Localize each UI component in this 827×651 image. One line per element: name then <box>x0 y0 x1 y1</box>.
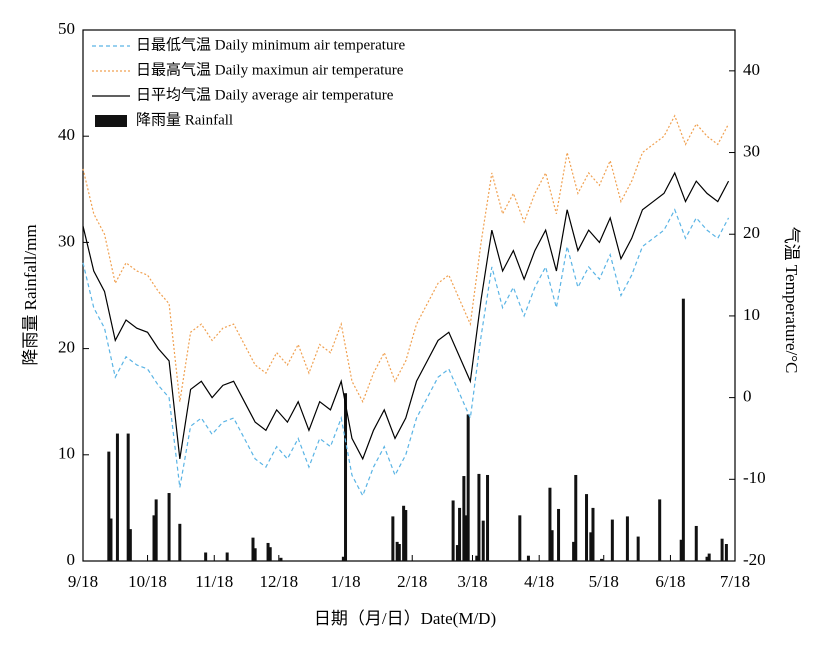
rain-bar <box>152 515 156 561</box>
rain-bar <box>397 544 401 561</box>
rain-bar <box>178 523 182 561</box>
rain-bar <box>572 541 576 561</box>
rain-bar <box>462 476 466 561</box>
x-tick-label: 11/18 <box>195 572 233 591</box>
rain-bar <box>486 474 490 561</box>
rain-bar <box>225 552 229 561</box>
rain-bar <box>458 507 462 561</box>
rain-bar <box>600 558 604 561</box>
rain-bar <box>481 520 485 561</box>
rain-bar <box>115 433 119 561</box>
rain-bar <box>574 474 578 561</box>
legend-swatch <box>95 115 127 127</box>
x-tick-label: 2/18 <box>397 572 427 591</box>
y-tick-label: 20 <box>58 338 75 357</box>
rain-bar <box>475 555 479 561</box>
rain-bar <box>636 536 640 561</box>
rain-bar <box>404 510 408 561</box>
y2-tick-label: -20 <box>743 550 766 569</box>
rain-bar <box>585 494 589 561</box>
x-tick-label: 3/18 <box>457 572 487 591</box>
rain-bar <box>694 525 698 561</box>
rain-bar <box>107 451 111 561</box>
rain-bar <box>557 508 561 561</box>
rain-bar <box>126 433 130 561</box>
rain-bar <box>451 500 455 561</box>
rain-bar <box>720 538 724 561</box>
temperature-line <box>82 114 730 404</box>
x-tick-label: 10/18 <box>128 572 167 591</box>
legend-label: 日最高气温 Daily maximun air temperature <box>136 61 404 78</box>
y-tick-label: 0 <box>67 550 76 569</box>
rain-bar <box>466 414 470 561</box>
rain-bar <box>204 552 208 561</box>
rain-bar <box>464 515 468 561</box>
x-tick-label: 9/18 <box>68 572 98 591</box>
x-tick-label: 1/18 <box>330 572 360 591</box>
x-tick-label: 6/18 <box>655 572 685 591</box>
temperature-line <box>82 171 730 461</box>
legend-label: 日最低气温 Daily minimum air temperature <box>136 36 405 53</box>
y-axis-title: 降雨量 Rainfall/mm <box>21 224 40 365</box>
y-tick-label: 30 <box>58 231 75 250</box>
rain-bar <box>268 547 272 561</box>
y2-tick-label: 40 <box>743 60 760 79</box>
rain-bar <box>625 516 629 561</box>
rain-bar <box>548 487 552 561</box>
y-tick-label: 50 <box>58 19 75 38</box>
rain-bar <box>167 493 171 561</box>
y2-tick-label: 0 <box>743 387 752 406</box>
y2-tick-label: 10 <box>743 305 760 324</box>
rain-bar <box>109 518 113 561</box>
rain-bar <box>610 519 614 561</box>
rain-bar <box>679 539 683 561</box>
rain-bar <box>707 553 711 561</box>
y2-tick-label: 30 <box>743 141 760 160</box>
y-tick-label: 40 <box>58 125 75 144</box>
rain-bar <box>589 532 593 561</box>
rain-bar <box>455 545 459 561</box>
x-tick-label: 7/18 <box>720 572 750 591</box>
rain-bar <box>395 541 399 561</box>
x-axis-title: 日期（月/日）Date(M/D) <box>314 609 496 628</box>
y2-axis-title: 气温 Temperature/°C <box>782 227 801 374</box>
rain-bar <box>251 537 255 561</box>
x-tick-label: 12/18 <box>259 572 298 591</box>
rain-bar <box>724 544 728 561</box>
legend-label: 日平均气温 Daily average air temperature <box>136 86 394 103</box>
rain-bar <box>391 516 395 561</box>
rain-bar <box>477 473 481 561</box>
rain-bar <box>344 393 348 561</box>
rain-bar <box>550 530 554 561</box>
rain-bar <box>526 555 530 561</box>
rain-bar <box>681 298 685 561</box>
rain-bar <box>518 515 522 561</box>
rain-bar <box>402 505 406 561</box>
rain-bar <box>705 556 709 561</box>
rain-bar <box>279 557 283 561</box>
rain-bar <box>266 542 270 561</box>
rain-bar <box>154 499 158 561</box>
rain-bar <box>253 548 257 561</box>
temperature-line <box>82 208 730 498</box>
rain-bar <box>341 556 345 561</box>
y-tick-label: 10 <box>58 444 75 463</box>
legend-label: 降雨量 Rainfall <box>136 111 233 128</box>
y2-tick-label: -10 <box>743 468 766 487</box>
rain-bar <box>591 507 595 561</box>
y2-tick-label: 20 <box>743 223 760 242</box>
rain-bar <box>128 529 132 561</box>
plot-frame <box>82 29 736 562</box>
rain-bar <box>658 499 662 561</box>
x-tick-label: 5/18 <box>589 572 619 591</box>
x-tick-label: 4/18 <box>524 572 554 591</box>
